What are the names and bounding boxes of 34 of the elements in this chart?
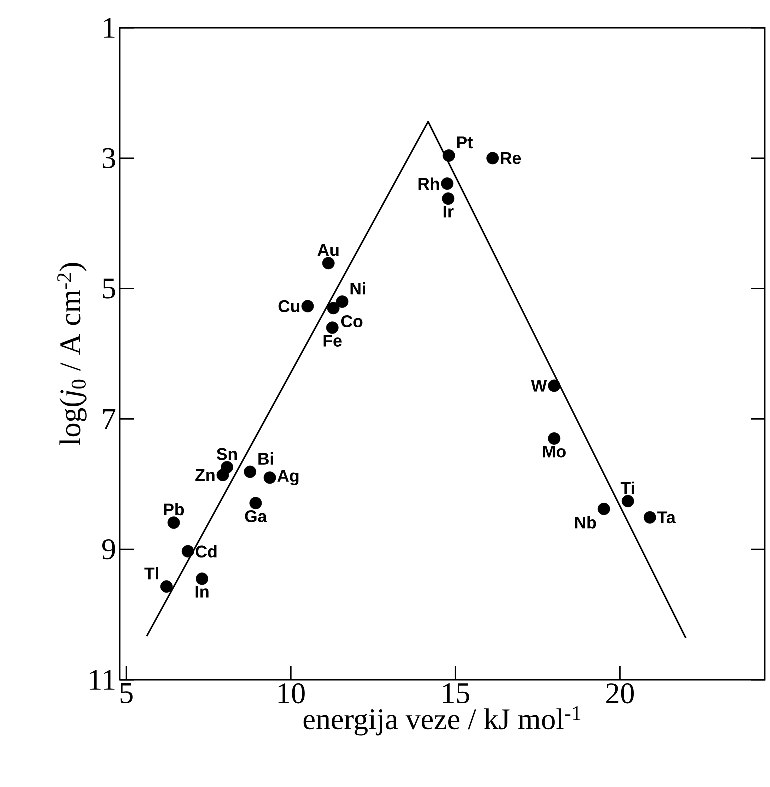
annotation: Zn xyxy=(196,469,215,482)
annotation: Fe xyxy=(324,335,342,347)
annotation: Cu xyxy=(278,300,300,312)
annotation: Au xyxy=(318,244,339,256)
annotation: Nb xyxy=(575,516,596,529)
x-tick-label: 15 xyxy=(443,684,470,704)
annotation: Ti xyxy=(620,482,634,494)
annotation: Ni xyxy=(350,282,366,295)
y-tick-label: 9 xyxy=(102,540,116,560)
annotation: Tl xyxy=(144,567,158,580)
annotation: In xyxy=(196,586,209,598)
annotation: Sn xyxy=(216,448,238,460)
x-tick-label: 5 xyxy=(120,684,133,704)
x-tick-label: 10 xyxy=(278,684,305,704)
y-tick-label: 1 xyxy=(104,18,115,38)
x-axis-title: energija veze / kJ mol$^{-1}$ xyxy=(304,706,581,736)
y-tick-label: 11 xyxy=(90,670,115,690)
annotation: Bi xyxy=(258,452,274,465)
annotation: Ta xyxy=(658,512,676,524)
annotation: Cd xyxy=(196,545,217,558)
annotation: Re xyxy=(501,152,522,164)
annotation: Pb xyxy=(164,503,184,516)
y-tick-label: 3 xyxy=(102,148,116,168)
annotation: Ga xyxy=(245,510,268,523)
annotation: W xyxy=(531,380,548,392)
annotation: Ir xyxy=(444,206,454,218)
annotation: Mo xyxy=(543,446,566,458)
y-tick-label: 7 xyxy=(104,409,116,429)
annotation: Ag xyxy=(278,470,299,486)
annotation: Co xyxy=(341,316,363,328)
y-tick-label: 5 xyxy=(103,278,116,299)
annotation: Pt xyxy=(457,136,474,149)
x-tick-label: 20 xyxy=(606,684,634,704)
annotation: Rh xyxy=(418,178,440,190)
